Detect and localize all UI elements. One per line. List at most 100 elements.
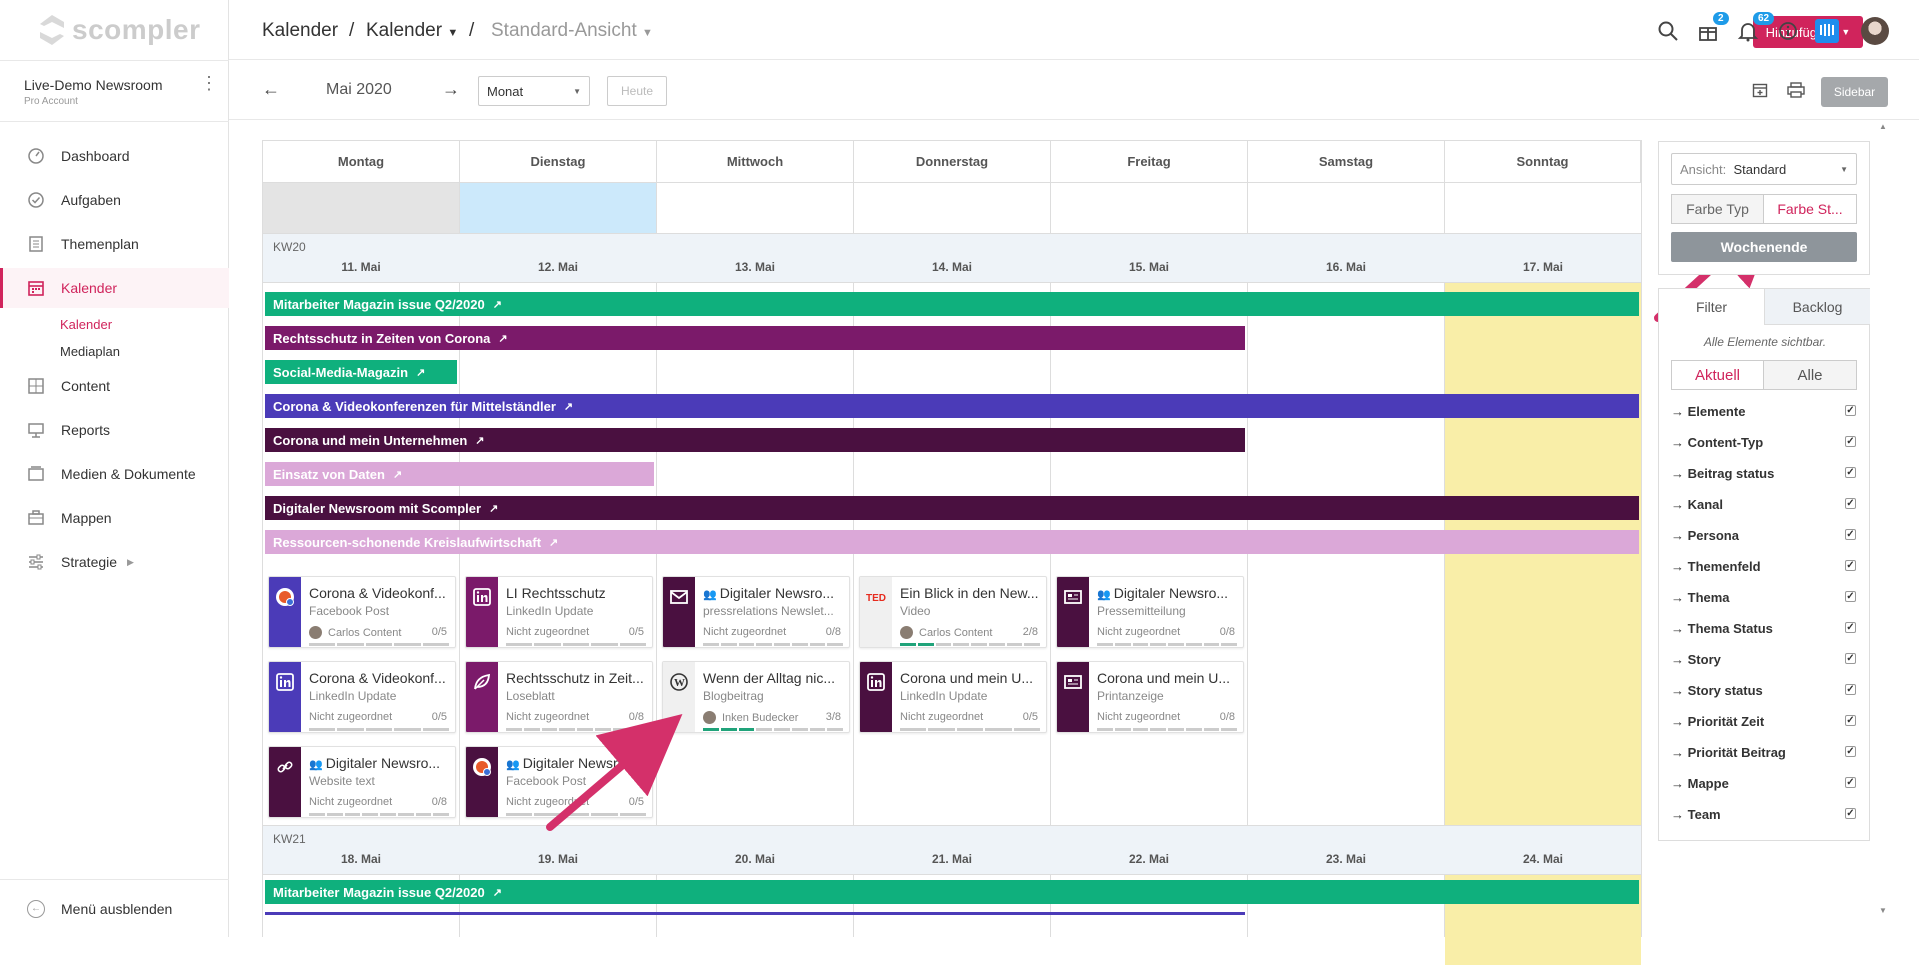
day-number[interactable]: 15. Mai [1128,260,1170,274]
day-number[interactable]: 18. Mai [340,852,382,866]
breadcrumb-calendar[interactable]: Kalender [262,20,339,41]
content-card[interactable]: Corona und mein U... LinkedIn Update Nicht… [859,661,1047,733]
filter-item[interactable]: → Thema ✓ [1671,590,1856,605]
filter-item[interactable]: → Beitrag status ✓ [1671,466,1856,481]
day-number[interactable]: 19. Mai [537,852,579,866]
filter-item[interactable]: → Kanal ✓ [1671,497,1856,512]
arrow-right-icon[interactable]: → [442,79,460,99]
topic-bar[interactable]: Digitaler Newsroom mit Scompler ↗ [265,496,1639,520]
sidebar-toggle-button[interactable]: Sidebar [1821,77,1888,107]
day-number[interactable]: 23. Mai [1325,852,1367,866]
sidebar-item-content[interactable]: Content [0,366,229,406]
info-icon[interactable] [1777,20,1799,42]
scrollbar[interactable]: ▲ ▼ [1877,120,1889,937]
tab-filter[interactable]: Filter [1659,289,1765,325]
day-number[interactable]: 14. Mai [931,260,973,274]
avatar[interactable] [1861,17,1889,45]
filter-checkbox[interactable]: ✓ [1845,684,1856,695]
account-switcher[interactable]: Live-Demo Newsroom Pro Account ⋮ [0,60,229,122]
day-number[interactable]: 21. Mai [931,852,973,866]
subnav-kalender[interactable]: Kalender [60,317,113,332]
filter-item[interactable]: → Content-Typ ✓ [1671,435,1856,450]
calendar-add-icon[interactable] [1752,82,1768,98]
day-number[interactable]: 16. Mai [1325,260,1367,274]
filter-checkbox[interactable]: ✓ [1845,746,1856,757]
today-button[interactable]: Heute [607,76,667,106]
tab-backlog[interactable]: Backlog [1765,289,1870,325]
arrow-left-icon[interactable]: ← [262,79,280,99]
sidebar-item-themenplan[interactable]: Themenplan [0,224,229,264]
topic-bar[interactable]: Rechtsschutz in Zeiten von Corona ↗ [265,326,1245,350]
gift-icon[interactable] [1697,20,1719,42]
content-card[interactable]: 👥 Digitaler Newsro... pressrelations Newsl… [662,576,850,648]
filter-checkbox[interactable]: ✓ [1845,529,1856,540]
content-card[interactable]: LI Rechtsschutz LinkedIn Update Nicht zuge… [465,576,653,648]
filter-item[interactable]: → Elemente ✓ [1671,404,1856,419]
content-card[interactable]: 👥 Digitaler Newsro... Facebook Post Nicht z… [465,746,653,818]
filter-checkbox[interactable]: ✓ [1845,560,1856,571]
content-card[interactable]: 👥 Digitaler Newsro... Website text Nicht zu… [268,746,456,818]
filter-checkbox[interactable]: ✓ [1845,498,1856,509]
sidebar-item-medien-dokumente[interactable]: Medien & Dokumente [0,454,229,494]
filter-checkbox[interactable]: ✓ [1845,591,1856,602]
filter-item[interactable]: → Story ✓ [1671,652,1856,667]
bell-icon[interactable] [1737,20,1759,42]
topic-bar[interactable]: Mitarbeiter Magazin issue Q2/2020 ↗ [265,880,1639,904]
print-icon[interactable] [1787,82,1805,98]
topic-bar[interactable]: Social-Media-Magazin ↗ [265,360,457,384]
range-select[interactable]: Monat ▼ [478,76,590,106]
sidebar-item-strategie[interactable]: Strategie ▶ [0,542,229,582]
sidebar-item-aufgaben[interactable]: Aufgaben [0,180,229,220]
topic-bar[interactable]: Ressourcen-schonende Kreislaufwirtschaft… [265,530,1639,554]
filter-checkbox[interactable]: ✓ [1845,622,1856,633]
external-link-icon[interactable]: ↗ [416,366,426,379]
external-link-icon[interactable]: ↗ [549,536,559,549]
content-card[interactable]: Corona & Videokonf... LinkedIn Update Nich… [268,661,456,733]
filter-item[interactable]: → Thema Status ✓ [1671,621,1856,636]
sidebar-item-kalender[interactable]: Kalender [0,268,229,308]
filter-item[interactable]: → Themenfeld ✓ [1671,559,1856,574]
external-link-icon[interactable]: ↗ [392,468,403,481]
content-card[interactable]: TED Ein Blick in den New... Video Carlos Co… [859,576,1047,648]
intercom-icon[interactable] [1815,19,1839,43]
sidebar-item-reports[interactable]: Reports [0,410,229,450]
view-mode-select[interactable]: Ansicht: Standard ▼ [1671,153,1857,185]
breadcrumb-calendar-select[interactable]: Kalender ▼ [366,20,458,42]
filter-checkbox[interactable]: ✓ [1845,808,1856,819]
content-card[interactable]: Rechtsschutz in Zeit... Loseblatt Nicht zu… [465,661,653,733]
filter-checkbox[interactable]: ✓ [1845,436,1856,447]
external-link-icon[interactable]: ↗ [492,298,502,311]
content-card[interactable]: 👥 Digitaler Newsro... Pressemitteilung Nich… [1056,576,1244,648]
content-card[interactable]: Corona und mein U... Printanzeige Nicht zu… [1056,661,1244,733]
day-number[interactable]: 24. Mai [1522,852,1564,866]
day-number[interactable]: 12. Mai [537,260,579,274]
filter-item[interactable]: → Persona ✓ [1671,528,1856,543]
filter-item[interactable]: → Priorität Beitrag ✓ [1671,745,1856,760]
sidebar-item-mappen[interactable]: Mappen [0,498,229,538]
filter-item[interactable]: → Team ✓ [1671,807,1856,822]
filter-item[interactable]: → Priorität Zeit ✓ [1671,714,1856,729]
filter-item[interactable]: → Story status ✓ [1671,683,1856,698]
filter-checkbox[interactable]: ✓ [1845,715,1856,726]
external-link-icon[interactable]: ↗ [489,502,499,515]
logo[interactable]: scompler [38,14,201,46]
filter-current-toggle[interactable]: Aktuell [1671,360,1764,390]
more-vertical-icon[interactable]: ⋮ [200,73,218,93]
color-type-toggle[interactable]: Farbe Typ [1671,194,1764,224]
external-link-icon[interactable]: ↗ [492,886,502,899]
sidebar-item-dashboard[interactable]: Dashboard [0,136,229,176]
filter-all-toggle[interactable]: Alle [1763,360,1857,390]
view-select[interactable]: Standard-Ansicht ▼ [491,20,653,42]
color-status-toggle[interactable]: Farbe St... [1763,194,1857,224]
search-icon[interactable] [1657,20,1679,42]
topic-bar[interactable]: Corona und mein Unternehmen ↗ [265,428,1245,452]
content-card[interactable]: Corona & Videokonf... Facebook Post Carlos… [268,576,456,648]
day-number[interactable]: 22. Mai [1128,852,1170,866]
external-link-icon[interactable]: ↗ [475,434,485,447]
hide-menu-button[interactable]: ← Menü ausblenden [0,879,229,937]
day-number[interactable]: 20. Mai [734,852,776,866]
filter-checkbox[interactable]: ✓ [1845,405,1856,416]
filter-checkbox[interactable]: ✓ [1845,777,1856,788]
external-link-icon[interactable]: ↗ [498,332,508,345]
topic-bar[interactable]: Mitarbeiter Magazin issue Q2/2020 ↗ [265,292,1639,316]
